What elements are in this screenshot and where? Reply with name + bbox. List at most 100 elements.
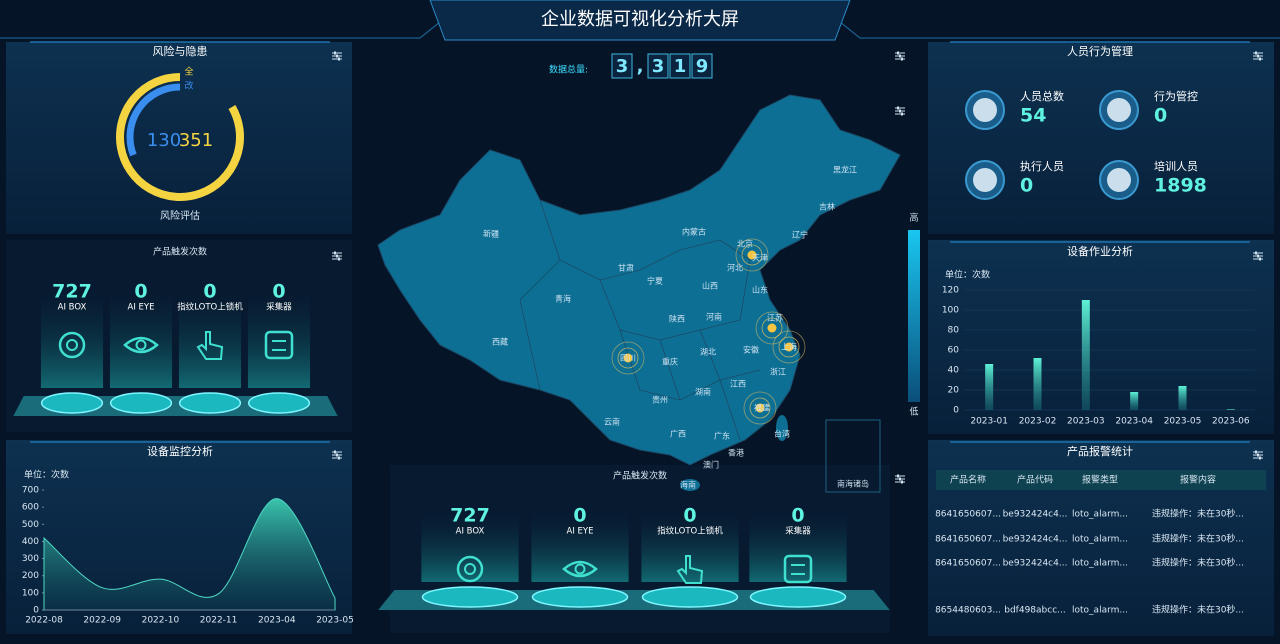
person-icon (973, 98, 997, 122)
settings-icon (899, 109, 901, 113)
gauge-caption: 风险评估 (160, 209, 200, 222)
province-label: 上海 (781, 342, 797, 352)
chart-title: 设备作业分析 (1067, 244, 1133, 258)
province-label: 山东 (752, 285, 768, 295)
table-cell: 8641650607... (935, 510, 1001, 520)
table-cell: loto_alarm... (1072, 510, 1128, 520)
settings-icon (901, 57, 903, 61)
bar (1081, 300, 1090, 410)
header-plate (429, 0, 851, 41)
bar (985, 364, 994, 410)
table-cell: 8641650607... (935, 535, 1001, 545)
y-tick-label: 0 (953, 406, 959, 416)
pillar (749, 504, 847, 582)
hotspot-ring (617, 347, 639, 369)
icon (783, 554, 813, 584)
x-tick-label: 2023-03 (1067, 417, 1105, 427)
map-legend-bar (908, 230, 920, 402)
hotspot-ring (755, 311, 789, 345)
x-tick-label: 2022-11 (200, 616, 238, 626)
page-title: 企业数据可视化分析大屏 (541, 9, 739, 30)
table-cell: 8654480603... (935, 606, 1001, 616)
panel-title: 产品触发次数 (153, 246, 207, 258)
settings-icon (1259, 257, 1261, 261)
hotspot-ring (611, 341, 645, 375)
legend-low: 低 (909, 406, 918, 418)
icon (58, 331, 86, 359)
province-label: 陕西 (669, 314, 685, 324)
trigger-label: AI EYE (128, 303, 155, 313)
icon (135, 339, 147, 351)
digit-box (669, 53, 691, 79)
digit-box (647, 53, 669, 79)
province-label: 四川 (620, 354, 636, 363)
trigger-value: 0 (573, 505, 586, 527)
hotspot-ring (761, 317, 783, 339)
table-header: 产品代码 (1017, 474, 1053, 486)
gauge-legend: 全 (184, 66, 193, 78)
table-cell: 违规操作：未在30秒... (1152, 557, 1244, 569)
settings-icon (897, 106, 899, 110)
inset-box (825, 419, 881, 493)
bar (1178, 386, 1187, 410)
table-cell: loto_alarm... (1072, 535, 1128, 545)
disc (178, 392, 242, 414)
y-tick-label: 60 (948, 346, 960, 356)
gauge-legend: 改 (184, 80, 193, 92)
province-label: 福建 (754, 403, 770, 413)
person-icon (973, 168, 997, 192)
province-label: 浙江 (770, 367, 786, 377)
settings-icon (899, 477, 901, 481)
settings-icon (336, 254, 338, 258)
province-label: 青海 (555, 294, 571, 304)
gauge-value: 351 (179, 130, 213, 151)
settings-icon (897, 51, 899, 55)
panel (928, 42, 1274, 234)
province-borders (519, 199, 761, 441)
province-label: 湖南 (695, 387, 711, 397)
y-tick-label: 120 (942, 286, 959, 296)
trigger-value: 0 (272, 281, 285, 303)
icon (574, 563, 586, 575)
panel-title: 产品触发次数 (613, 470, 667, 482)
digit-box (611, 53, 633, 79)
gauge-arc (116, 73, 244, 201)
province-label: 云南 (604, 417, 620, 427)
pillar (109, 280, 173, 388)
unit-label: 单位：次数 (24, 469, 69, 481)
settings-icon (901, 112, 903, 116)
province-label: 广东 (714, 431, 730, 441)
trigger-label: AI BOX (58, 303, 87, 313)
total-digit: 3 (616, 56, 629, 77)
settings-icon (338, 57, 340, 61)
hotspot-ring (772, 330, 806, 364)
table-cell: loto_alarm... (1072, 606, 1128, 616)
hotspot (747, 250, 757, 260)
province-label: 宁夏 (647, 276, 663, 286)
trigger-label: AI EYE (567, 527, 594, 537)
settings-icon (1259, 456, 1261, 460)
table-cell: be932424c4... (1003, 535, 1068, 545)
province-label: 甘肃 (618, 263, 634, 273)
y-tick-label: 300 (22, 554, 39, 564)
settings-icon (1257, 254, 1259, 258)
table-header-bg (936, 470, 1266, 490)
total-label: 数据总量: (549, 64, 588, 76)
province-label: 南海诸岛 (837, 479, 869, 489)
settings-icon (1257, 54, 1259, 58)
person-value: 54 (1020, 105, 1046, 127)
hotspot-ring (741, 244, 763, 266)
trigger-label: 指纹LOTO上锁机 (657, 526, 723, 537)
settings-icon (334, 450, 336, 454)
person-label: 行为管控 (1154, 89, 1198, 103)
table-cell: bdf498abcc... (1004, 606, 1065, 616)
table-cell: loto_alarm... (1072, 559, 1128, 569)
pillar (421, 504, 519, 582)
trigger-value: 727 (52, 281, 92, 303)
province-label: 内蒙古 (682, 227, 706, 237)
province-label: 江西 (730, 380, 746, 389)
x-tick-label: 2023-06 (1212, 417, 1250, 427)
province-label: 黑龙江 (833, 165, 857, 175)
panel-title: 风险与隐患 (153, 44, 208, 58)
